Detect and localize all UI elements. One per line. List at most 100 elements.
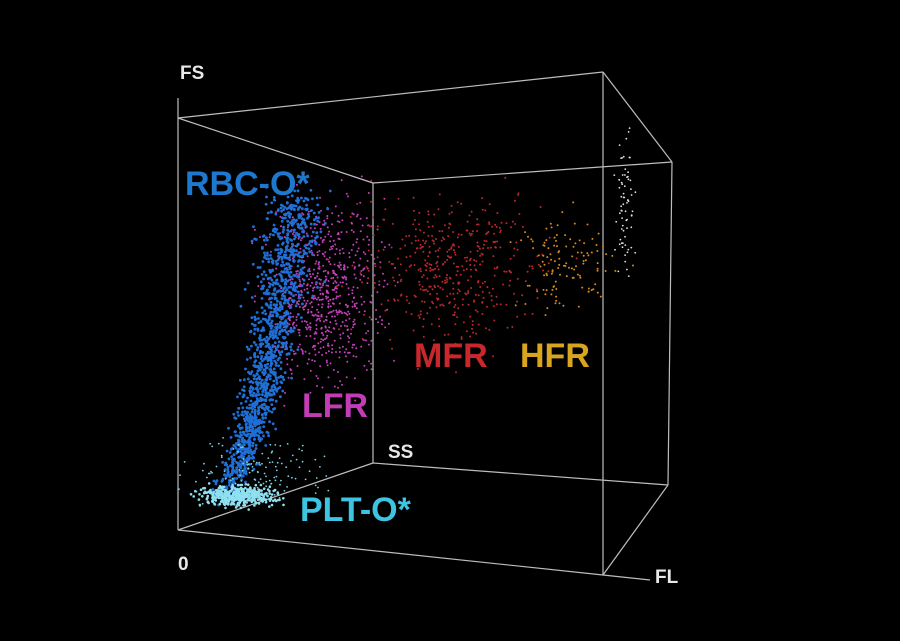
dot [595, 244, 598, 246]
dot [264, 413, 268, 416]
dot [331, 315, 334, 318]
dot [248, 471, 251, 474]
dot [292, 218, 296, 222]
dot [548, 236, 551, 239]
dot [272, 196, 276, 199]
dot [624, 168, 627, 171]
dot [422, 318, 425, 321]
dot [323, 255, 326, 258]
dot [302, 235, 306, 238]
dot [422, 250, 425, 253]
dot [499, 303, 502, 306]
dot [232, 412, 236, 416]
dot [298, 278, 301, 281]
dot [236, 448, 240, 452]
dot [245, 345, 249, 349]
dot [317, 303, 320, 306]
dot [337, 386, 339, 389]
dot [473, 259, 476, 262]
dot [504, 176, 507, 179]
dot [368, 239, 371, 241]
dot [309, 391, 312, 394]
dot [245, 434, 249, 438]
dot [353, 296, 356, 299]
dot [422, 239, 425, 242]
dot [448, 212, 451, 215]
dot [341, 345, 344, 348]
dot [503, 270, 506, 273]
dot [363, 300, 366, 303]
dot [329, 298, 332, 301]
dot [530, 238, 533, 241]
dot [270, 482, 272, 485]
dot [268, 285, 271, 289]
dot [322, 270, 325, 273]
dot [555, 295, 558, 298]
dot [257, 427, 260, 430]
dot [345, 348, 348, 351]
dot [266, 488, 270, 491]
dot [312, 211, 316, 215]
dot [327, 302, 330, 305]
dot [265, 335, 269, 339]
dot [307, 212, 310, 216]
dot [435, 262, 438, 265]
dot [619, 238, 622, 241]
dot [330, 331, 333, 334]
dot [328, 326, 331, 329]
dot [261, 260, 265, 263]
dot [223, 498, 227, 502]
dot [208, 472, 211, 475]
dot [263, 472, 266, 475]
dot [269, 351, 273, 355]
dot [386, 283, 389, 286]
dot [242, 462, 245, 465]
dot [280, 307, 284, 310]
dot [199, 505, 201, 507]
dot [338, 261, 341, 264]
dot [255, 311, 259, 314]
dot [268, 492, 272, 495]
dot [314, 353, 317, 356]
dot [426, 220, 429, 223]
dot [626, 176, 628, 179]
dot [317, 296, 320, 299]
dot [309, 227, 312, 229]
dot [242, 493, 246, 497]
dot [228, 481, 231, 485]
dot [262, 434, 265, 438]
dot [491, 287, 494, 290]
dot [524, 303, 527, 305]
dot [247, 440, 250, 443]
dot [480, 252, 483, 255]
dot [281, 241, 285, 245]
dot [348, 252, 351, 254]
dot [327, 296, 329, 299]
dot [469, 234, 472, 237]
dot [290, 460, 292, 462]
dot [630, 214, 633, 217]
dot [431, 239, 434, 242]
dot [339, 264, 342, 266]
dot [549, 253, 552, 256]
dot [471, 230, 474, 233]
dot [209, 488, 212, 492]
dot [469, 315, 472, 318]
dot [308, 352, 311, 355]
dot [419, 288, 422, 291]
dot [274, 309, 277, 313]
dot [447, 333, 450, 336]
dot [576, 251, 579, 254]
dot [347, 310, 350, 313]
dot [509, 270, 512, 273]
dot [306, 323, 309, 326]
dot [289, 306, 293, 309]
dot [303, 320, 306, 323]
dot [242, 440, 245, 444]
dot [383, 197, 386, 200]
dot [317, 211, 321, 214]
dot [328, 260, 331, 263]
dot [311, 239, 314, 243]
dot [266, 494, 269, 498]
